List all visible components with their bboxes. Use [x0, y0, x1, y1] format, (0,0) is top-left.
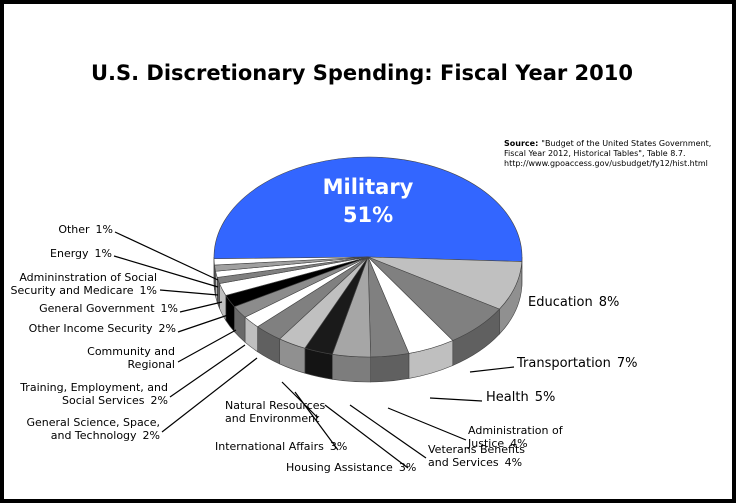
slice-label: Other — [58, 223, 90, 236]
leader-line — [159, 289, 219, 296]
slice-label: Admininstration of Social Security and Me… — [11, 271, 157, 297]
value-label: 1% — [161, 302, 178, 315]
slice-label: Housing Assistance — [286, 461, 393, 474]
slice-label: General Government — [39, 302, 155, 315]
value-label: 5% — [535, 390, 556, 405]
slice-label: Military — [323, 175, 414, 199]
value-label: 1% — [96, 223, 113, 236]
value-label: 3% — [330, 440, 347, 453]
value-label: 4% — [505, 456, 522, 469]
leader-line — [387, 407, 467, 441]
slice-label: Transportation — [516, 356, 611, 371]
slice-label: Veterans Benefits and Services — [428, 443, 525, 469]
value-label: 2% — [143, 429, 160, 442]
slice-label: Other Income Security — [29, 322, 153, 335]
slice-label: General Science, Space, and Technology — [27, 416, 161, 442]
slice-label: Natural Resources and Environment — [225, 399, 326, 425]
slice — [213, 156, 523, 262]
slice-label: Training, Employment, and Social Services — [19, 381, 168, 407]
slice-label: Health — [486, 390, 529, 405]
value-label: 8% — [599, 295, 620, 310]
source-text: Fiscal Year 2012, Historical Tables", Ta… — [504, 149, 686, 158]
value-label: 3% — [399, 461, 416, 474]
leader-line — [349, 404, 427, 459]
leader-line — [177, 314, 229, 333]
leader-line — [281, 381, 319, 419]
pie-tops — [213, 156, 523, 358]
slice-label: Education — [528, 295, 593, 310]
value-label: 1% — [95, 247, 112, 260]
value-label: 7% — [617, 356, 638, 371]
source-text: http://www.gpoaccess.gov/usbudget/fy12/h… — [504, 159, 708, 168]
slice-side — [370, 353, 410, 383]
slice-label: International Affairs — [215, 440, 324, 453]
leader-line — [429, 397, 483, 402]
source-text: "Budget of the United States Government, — [541, 139, 711, 148]
leader-line — [179, 301, 223, 313]
slice-label: Energy — [50, 247, 89, 260]
slice-side — [332, 353, 371, 383]
source-note: Source: "Budget of the United States Gove… — [504, 139, 711, 168]
value-label: 2% — [151, 394, 168, 407]
leader-line — [324, 404, 409, 469]
slice — [213, 256, 369, 266]
leader-line — [169, 344, 246, 398]
value-label: 4% — [510, 437, 527, 450]
leader-line — [113, 255, 219, 288]
slice-label: Community and Regional — [87, 345, 175, 371]
leader-line — [161, 357, 258, 433]
source-label: Source: — [504, 139, 538, 148]
value-label: 2% — [159, 322, 176, 335]
slice-label: Administration of Justice — [467, 424, 564, 450]
value-label: 51% — [343, 203, 393, 227]
chart-title: U.S. Discretionary Spending: Fiscal Year… — [91, 61, 633, 85]
value-label: 1% — [140, 284, 157, 297]
leader-line — [177, 329, 237, 363]
leader-line — [469, 366, 515, 373]
leader-line — [114, 231, 219, 281]
